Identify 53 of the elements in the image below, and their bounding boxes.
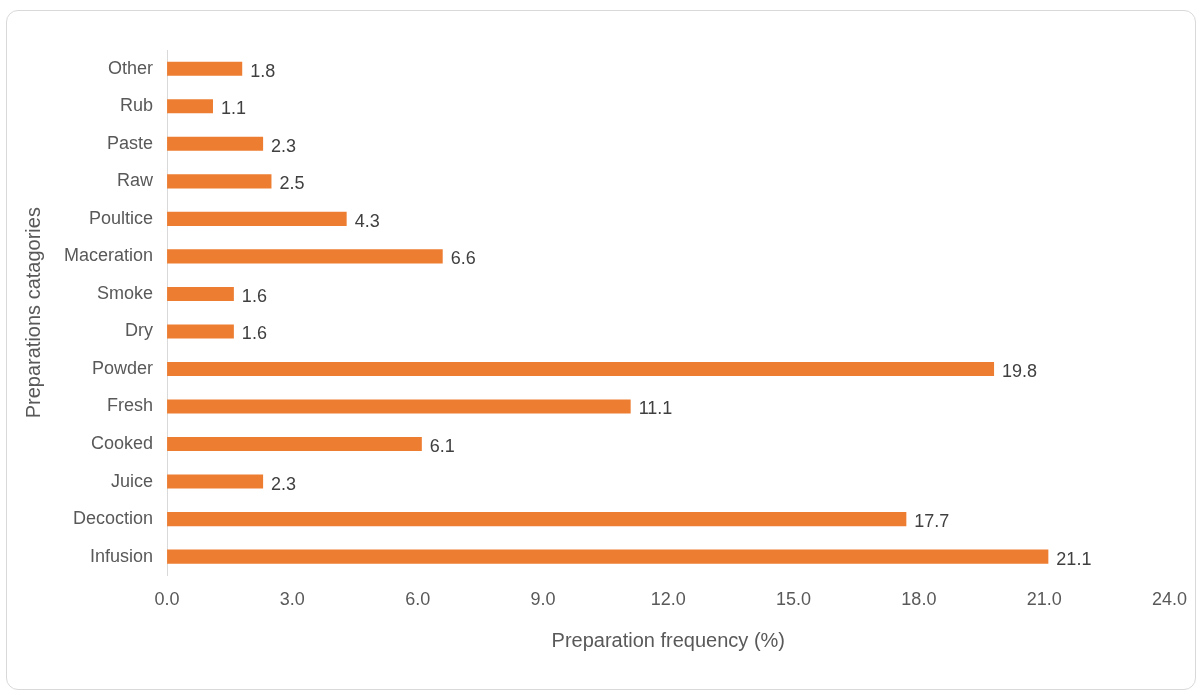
bar <box>167 474 264 489</box>
y-tick-label: Cooked <box>91 433 154 454</box>
y-tick-label: Decoction <box>73 508 154 529</box>
data-label: 6.1 <box>429 436 455 457</box>
data-label: 1.8 <box>250 60 276 81</box>
x-tick-label: 21.0 <box>1026 589 1062 610</box>
y-tick-label: Other <box>108 57 154 78</box>
x-tick-label: 12.0 <box>650 589 686 610</box>
y-axis-title: Preparations catagories <box>21 207 44 419</box>
data-label: 11.1 <box>638 398 673 419</box>
data-label: 2.5 <box>279 173 305 194</box>
y-tick-label: Smoke <box>97 282 154 303</box>
bar <box>167 61 243 76</box>
x-tick-label: 18.0 <box>901 589 937 610</box>
data-label: 6.6 <box>450 248 476 269</box>
x-tick-label: 15.0 <box>776 589 812 610</box>
x-tick-label: 0.0 <box>154 589 180 610</box>
bar <box>167 399 631 414</box>
data-label: 1.1 <box>220 98 247 119</box>
bar <box>167 174 272 189</box>
data-label: 17.7 <box>914 511 950 532</box>
bar <box>167 136 264 151</box>
y-tick-label: Paste <box>107 132 154 153</box>
bar <box>167 286 234 301</box>
data-label: 2.3 <box>271 473 297 494</box>
y-tick-label: Dry <box>125 320 154 341</box>
data-label: 19.8 <box>1002 360 1038 381</box>
data-label: 1.6 <box>241 323 267 344</box>
x-tick-label: 6.0 <box>405 589 431 610</box>
data-label: 4.3 <box>354 210 380 231</box>
bar <box>167 99 213 114</box>
x-axis-title: Preparation frequency (%) <box>551 628 785 651</box>
y-tick-label: Powder <box>92 357 154 378</box>
y-tick-label: Rub <box>120 95 154 116</box>
y-tick-label: Infusion <box>90 545 154 566</box>
bar <box>167 512 907 527</box>
bar <box>167 249 443 264</box>
y-tick-label: Fresh <box>107 395 154 416</box>
y-tick-label: Maceration <box>64 245 154 266</box>
bar <box>167 437 422 452</box>
bar <box>167 211 347 226</box>
x-tick-label: 24.0 <box>1151 589 1188 610</box>
y-tick-label: Juice <box>111 470 154 491</box>
x-tick-label: 3.0 <box>279 589 305 610</box>
bar <box>167 324 234 339</box>
bar <box>167 549 1049 564</box>
bar <box>167 361 995 377</box>
data-label: 21.1 <box>1056 548 1092 569</box>
y-tick-label: Poultice <box>89 207 154 228</box>
data-label: 1.6 <box>241 285 267 306</box>
data-label: 2.3 <box>271 135 297 156</box>
x-tick-label: 9.0 <box>530 589 556 610</box>
y-tick-label: Raw <box>117 170 155 191</box>
